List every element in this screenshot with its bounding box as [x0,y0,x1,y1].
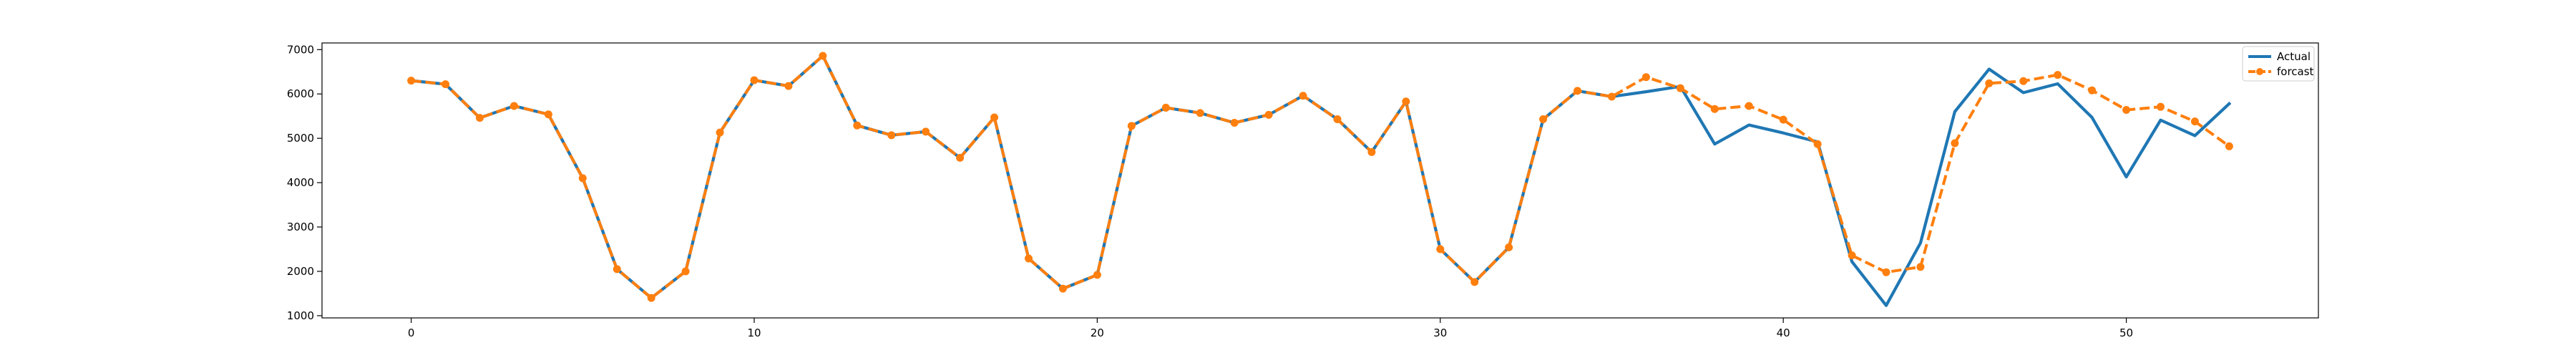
data-point-forcast [750,76,758,84]
data-point-forcast [784,82,793,90]
data-point-forcast [2088,86,2097,95]
data-point-forcast [1641,73,1650,82]
data-point-forcast [887,131,896,140]
data-point-forcast [1779,115,1787,124]
x-tick-label: 40 [1777,326,1790,339]
y-tick-label: 1000 [287,309,314,322]
data-point-forcast [2225,142,2233,150]
x-tick-label: 50 [2119,326,2133,339]
data-point-forcast [1333,115,1342,124]
data-point-forcast [1505,243,1513,252]
y-tick-label: 2000 [287,265,314,278]
y-tick-label: 3000 [287,221,314,233]
data-point-forcast [853,121,862,130]
data-point-forcast [1882,268,1890,276]
legend-label-forcast: forcast [2277,65,2314,78]
x-tick-label: 10 [747,326,761,339]
data-point-forcast [2122,106,2131,115]
data-point-forcast [1367,147,1376,156]
data-point-forcast [1058,284,1067,293]
data-point-forcast [681,267,690,276]
data-point-forcast [1402,97,1410,106]
x-tick-label: 0 [408,326,415,339]
data-point-forcast [1264,110,1273,119]
data-point-forcast [544,110,552,119]
data-point-forcast [1127,122,1136,130]
data-point-forcast [1710,105,1719,113]
data-point-forcast [1985,79,1994,87]
data-point-forcast [578,174,587,183]
data-point-forcast [613,265,621,274]
data-point-forcast [716,128,724,137]
legend-marker-forcast [2256,68,2263,75]
data-point-forcast [2190,117,2199,126]
plot-frame [321,42,2319,319]
series-layer [407,52,2233,307]
data-point-forcast [990,113,999,122]
data-point-forcast [476,114,484,122]
data-point-forcast [2156,102,2165,111]
data-point-forcast [1299,92,1307,100]
data-point-forcast [1093,271,1101,279]
y-tick-label: 6000 [287,87,314,100]
data-point-forcast [2054,71,2062,79]
data-point-forcast [819,52,827,60]
data-point-forcast [1470,278,1479,286]
legend: Actual forcast [2242,46,2315,82]
data-point-forcast [1025,254,1033,263]
data-point-forcast [1951,139,1959,147]
data-point-forcast [1745,102,1753,110]
data-point-forcast [509,102,518,110]
data-point-forcast [407,77,416,85]
data-point-forcast [1539,115,1548,124]
data-point-forcast [647,294,655,302]
data-point-forcast [922,127,930,136]
data-point-forcast [1574,87,1582,95]
x-tick-label: 30 [1433,326,1447,339]
data-point-forcast [1916,263,1925,271]
legend-label-actual: Actual [2277,50,2311,63]
x-tick-label: 20 [1091,326,1104,339]
data-point-forcast [1196,109,1204,117]
y-tick-label: 4000 [287,176,314,189]
data-point-forcast [1848,251,1856,260]
series-line-forcast [411,54,2230,300]
y-tick-label: 7000 [287,43,314,56]
data-point-forcast [1436,245,1445,253]
y-tick-label: 5000 [287,132,314,145]
data-point-forcast [2019,77,2028,85]
data-point-forcast [1607,92,1616,101]
data-point-forcast [1676,84,1684,92]
data-point-forcast [441,80,450,89]
data-point-forcast [1813,140,1822,148]
data-point-forcast [956,153,965,162]
axes-layer: 0 10 20 30 40 50 1000 2000 3000 4000 5000 6000 7000 [287,42,2319,339]
data-point-forcast [1161,103,1170,112]
data-point-forcast [1230,118,1239,127]
